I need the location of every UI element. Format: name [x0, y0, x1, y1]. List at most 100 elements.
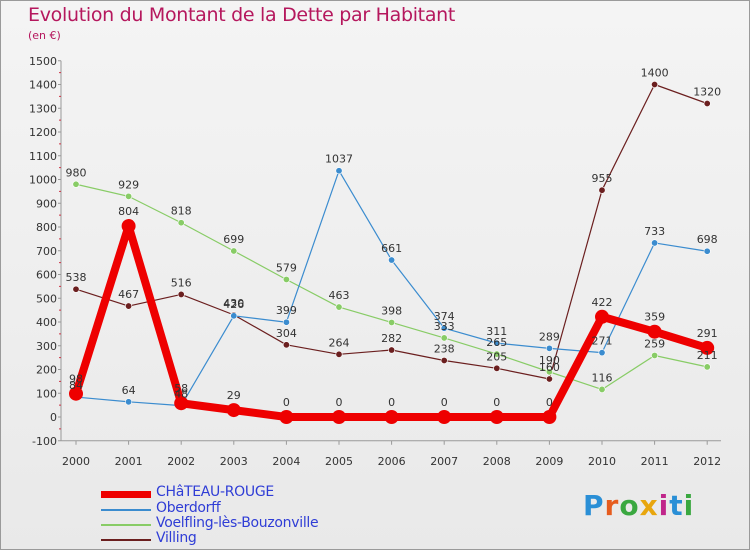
data-label: 264 [329, 336, 350, 349]
series-lines [69, 81, 715, 424]
data-label: 1320 [693, 86, 721, 99]
data-point [542, 410, 557, 424]
data-point [177, 219, 185, 227]
data-label: 699 [223, 233, 244, 246]
axes: -100010020030040050060070080090010001100… [29, 55, 721, 468]
data-point [384, 410, 399, 424]
data-label: 0 [336, 396, 343, 409]
data-point [388, 346, 396, 354]
legend-swatch [101, 524, 151, 526]
data-point [545, 344, 553, 352]
data-point [388, 318, 396, 326]
data-label: 516 [171, 276, 192, 289]
data-point [121, 219, 136, 234]
legend-item-villing[interactable]: Villing [101, 530, 401, 547]
legend-item-chateau-rouge[interactable]: CHâTEAU-ROUGE [101, 484, 401, 501]
x-tick-label: 2009 [535, 455, 563, 468]
data-point [598, 385, 606, 393]
x-tick-label: 2012 [693, 455, 721, 468]
data-label: 1400 [641, 67, 669, 80]
legend-label: Oberdorff [156, 500, 221, 516]
data-label: 426 [223, 298, 244, 311]
legend-label: Voelfling-lès-Bouzonville [156, 515, 319, 531]
x-tick-label: 2008 [483, 455, 511, 468]
data-point [493, 364, 501, 372]
data-point [335, 167, 343, 175]
data-label: 422 [592, 296, 613, 309]
data-label: 205 [486, 350, 507, 363]
data-label: 0 [388, 396, 395, 409]
data-label: 661 [381, 242, 402, 255]
proxiti-logo: Proxiti [583, 489, 694, 522]
data-label: 259 [644, 337, 665, 350]
data-label: 160 [539, 361, 560, 374]
x-tick-label: 2007 [430, 455, 458, 468]
data-point [493, 350, 501, 358]
data-label: 291 [697, 327, 718, 340]
data-label: 282 [381, 332, 402, 345]
data-label: 0 [283, 396, 290, 409]
y-tick-label: 1300 [29, 102, 57, 115]
legend-label: CHâTEAU-ROUGE [156, 484, 274, 500]
data-point [545, 375, 553, 383]
data-point [703, 100, 711, 108]
data-label: 804 [118, 205, 139, 218]
data-point [282, 275, 290, 283]
data-point [177, 290, 185, 298]
y-tick-label: 100 [36, 387, 57, 400]
x-tick-label: 2003 [220, 455, 248, 468]
y-tick-label: 600 [36, 269, 57, 282]
data-label: 311 [486, 325, 507, 338]
data-point [388, 256, 396, 264]
unit-label: (en €) [28, 29, 61, 42]
logo-letter: P [583, 489, 605, 522]
x-tick-label: 2010 [588, 455, 616, 468]
data-point [226, 403, 241, 418]
data-point [437, 410, 452, 424]
data-point [440, 334, 448, 342]
data-point [598, 349, 606, 357]
data-label: 64 [122, 384, 136, 397]
data-point [332, 410, 346, 424]
logo-letter: x [639, 489, 659, 522]
data-label: 929 [118, 178, 139, 191]
legend-swatch [101, 539, 151, 541]
legend-item-voelfling[interactable]: Voelfling-lès-Bouzonville [101, 515, 401, 532]
data-label: 211 [697, 349, 718, 362]
y-tick-label: 1100 [29, 150, 57, 163]
data-label: 430 [223, 297, 244, 310]
data-point [545, 368, 553, 376]
data-label: 733 [644, 225, 665, 238]
legend-label: Villing [156, 530, 197, 546]
data-label: 58 [174, 382, 188, 395]
x-tick-label: 2002 [167, 455, 195, 468]
data-point [279, 410, 294, 424]
y-tick-label: 300 [36, 340, 57, 353]
legend-item-oberdorff[interactable]: Oberdorff [101, 500, 401, 517]
y-tick-label: 200 [36, 364, 57, 377]
legend-swatch [101, 491, 151, 498]
legend-swatch [101, 509, 151, 511]
data-label: 265 [486, 336, 507, 349]
data-label: 955 [592, 172, 613, 185]
y-tick-label: 700 [36, 245, 57, 258]
data-label: 467 [118, 288, 139, 301]
data-point [72, 285, 80, 293]
data-label: 0 [546, 396, 553, 409]
y-tick-label: 400 [36, 316, 57, 329]
y-tick-label: 800 [36, 221, 57, 234]
data-label: 271 [592, 335, 613, 348]
logo-letter: r [604, 489, 620, 522]
data-point [703, 363, 711, 371]
data-point [651, 239, 659, 247]
data-label: 98 [69, 373, 83, 386]
data-label: 399 [276, 304, 297, 317]
data-point [335, 303, 343, 311]
y-tick-label: 1200 [29, 126, 57, 139]
y-tick-label: 900 [36, 197, 57, 210]
logo-letter: i [683, 489, 695, 522]
data-label: 698 [697, 233, 718, 246]
data-label: 190 [539, 354, 560, 367]
data-label: 116 [592, 371, 613, 384]
